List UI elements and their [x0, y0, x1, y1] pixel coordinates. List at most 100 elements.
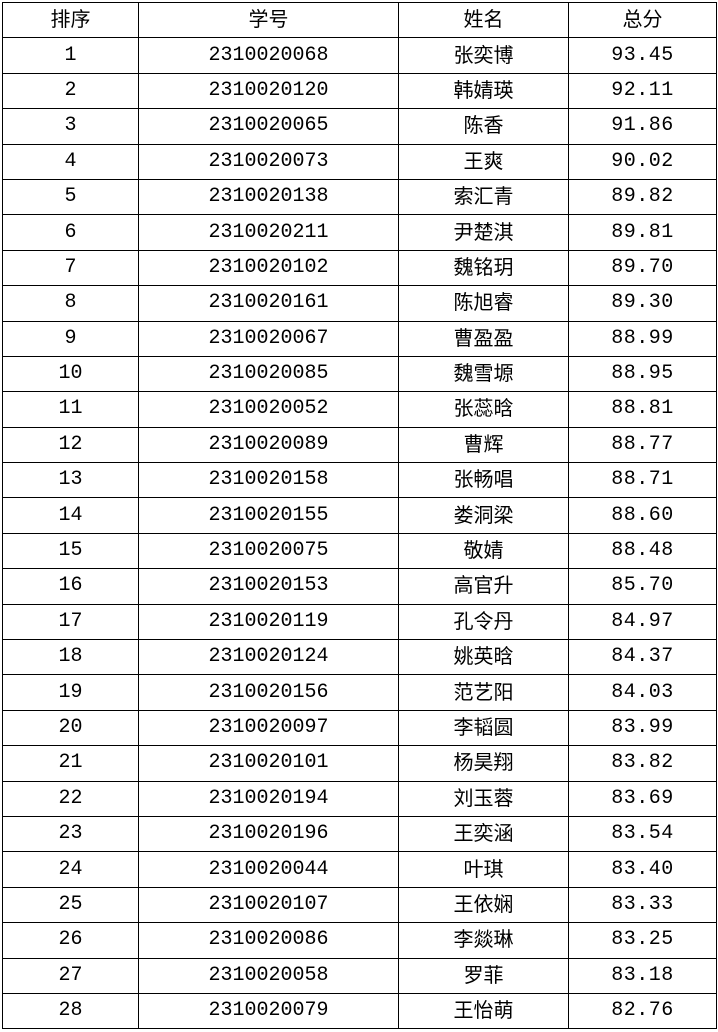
name-cell: 李韬圆: [398, 709, 569, 747]
name-cell: 尹楚淇: [398, 214, 569, 251]
total-score-cell: 89.70: [568, 249, 717, 287]
rank-cell: 3: [2, 108, 139, 145]
rank-cell: 26: [2, 922, 139, 959]
total-score-cell: 89.81: [568, 214, 717, 251]
total-score-cell: 93.45: [568, 37, 717, 74]
rank-cell: 11: [2, 391, 139, 428]
total-score-cell: 83.54: [568, 815, 717, 853]
total-score-cell: 88.81: [568, 391, 717, 428]
table-row: 19 2310020156 范艺阳 84.03: [2, 674, 717, 711]
table-row: 26 2310020086 李燚琳 83.25: [2, 922, 717, 959]
table-row: 20 2310020097 李韬圆 83.99: [2, 709, 717, 747]
rank-cell: 14: [2, 497, 139, 534]
student-id-cell: 2310020065: [138, 108, 399, 145]
name-cell: 王怡萌: [398, 992, 569, 1030]
student-id-cell: 2310020068: [138, 37, 399, 74]
name-cell: 张畅唱: [398, 462, 569, 499]
name-cell: 敬婧: [398, 532, 569, 570]
name-cell: 罗菲: [398, 957, 569, 994]
student-id-cell: 2310020211: [138, 214, 399, 251]
student-id-cell: 2310020124: [138, 639, 399, 676]
name-cell: 张奕博: [398, 37, 569, 74]
student-id-cell: 2310020044: [138, 851, 399, 888]
total-score-cell: 83.18: [568, 957, 717, 994]
rank-cell: 20: [2, 709, 139, 747]
student-id-cell: 2310020101: [138, 745, 399, 782]
total-score-cell: 84.37: [568, 639, 717, 676]
name-cell: 王奕涵: [398, 815, 569, 853]
table-row: 11 2310020052 张蕊晗 88.81: [2, 391, 717, 428]
header-name: 姓名: [398, 1, 569, 39]
name-cell: 张蕊晗: [398, 391, 569, 428]
total-score-cell: 91.86: [568, 108, 717, 145]
header-total-score: 总分: [568, 1, 717, 39]
name-cell: 曹盈盈: [398, 320, 569, 357]
rank-cell: 22: [2, 780, 139, 817]
rank-cell: 7: [2, 249, 139, 287]
table-row: 22 2310020194 刘玉蓉 83.69: [2, 780, 717, 817]
student-id-cell: 2310020073: [138, 143, 399, 180]
name-cell: 孔令丹: [398, 603, 569, 641]
total-score-cell: 83.69: [568, 780, 717, 817]
name-cell: 王依娴: [398, 886, 569, 924]
student-id-cell: 2310020086: [138, 922, 399, 959]
table-row: 8 2310020161 陈旭睿 89.30: [2, 285, 717, 322]
table-row: 28 2310020079 王怡萌 82.76: [2, 992, 717, 1030]
student-id-cell: 2310020107: [138, 886, 399, 924]
total-score-cell: 88.60: [568, 497, 717, 534]
rank-cell: 1: [2, 37, 139, 74]
student-id-cell: 2310020158: [138, 462, 399, 499]
header-row: 排序 学号 姓名 总分: [2, 1, 717, 39]
table-row: 24 2310020044 叶琪 83.40: [2, 851, 717, 888]
table-row: 23 2310020196 王奕涵 83.54: [2, 815, 717, 853]
total-score-cell: 88.77: [568, 426, 717, 464]
rank-cell: 12: [2, 426, 139, 464]
name-cell: 姚英晗: [398, 639, 569, 676]
student-id-cell: 2310020155: [138, 497, 399, 534]
table-row: 7 2310020102 魏铭玥 89.70: [2, 249, 717, 287]
table-row: 9 2310020067 曹盈盈 88.99: [2, 320, 717, 357]
rank-cell: 24: [2, 851, 139, 888]
student-id-cell: 2310020153: [138, 568, 399, 605]
total-score-cell: 89.30: [568, 285, 717, 322]
table-row: 15 2310020075 敬婧 88.48: [2, 532, 717, 570]
student-id-cell: 2310020156: [138, 674, 399, 711]
table-row: 25 2310020107 王依娴 83.33: [2, 886, 717, 924]
rank-cell: 2: [2, 72, 139, 110]
total-score-cell: 84.97: [568, 603, 717, 641]
table-row: 14 2310020155 娄洞梁 88.60: [2, 497, 717, 534]
table-row: 6 2310020211 尹楚淇 89.81: [2, 214, 717, 251]
table-row: 13 2310020158 张畅唱 88.71: [2, 462, 717, 499]
student-id-cell: 2310020194: [138, 780, 399, 817]
name-cell: 索汇青: [398, 178, 569, 216]
name-cell: 陈旭睿: [398, 285, 569, 322]
table-row: 16 2310020153 高官升 85.70: [2, 568, 717, 605]
total-score-cell: 83.82: [568, 745, 717, 782]
table-row: 17 2310020119 孔令丹 84.97: [2, 603, 717, 641]
student-id-cell: 2310020075: [138, 532, 399, 570]
student-id-cell: 2310020097: [138, 709, 399, 747]
total-score-cell: 88.48: [568, 532, 717, 570]
name-cell: 叶琪: [398, 851, 569, 888]
rank-cell: 13: [2, 462, 139, 499]
total-score-cell: 85.70: [568, 568, 717, 605]
table-row: 5 2310020138 索汇青 89.82: [2, 178, 717, 216]
rank-cell: 6: [2, 214, 139, 251]
total-score-cell: 82.76: [568, 992, 717, 1030]
total-score-cell: 83.25: [568, 922, 717, 959]
name-cell: 魏铭玥: [398, 249, 569, 287]
name-cell: 曹辉: [398, 426, 569, 464]
total-score-cell: 89.82: [568, 178, 717, 216]
rank-cell: 23: [2, 815, 139, 853]
rank-cell: 25: [2, 886, 139, 924]
table-row: 10 2310020085 魏雪塬 88.95: [2, 355, 717, 393]
total-score-cell: 92.11: [568, 72, 717, 110]
student-id-cell: 2310020085: [138, 355, 399, 393]
student-id-cell: 2310020089: [138, 426, 399, 464]
student-id-cell: 2310020161: [138, 285, 399, 322]
name-cell: 范艺阳: [398, 674, 569, 711]
name-cell: 王爽: [398, 143, 569, 180]
student-id-cell: 2310020058: [138, 957, 399, 994]
rank-cell: 10: [2, 355, 139, 393]
rank-cell: 19: [2, 674, 139, 711]
